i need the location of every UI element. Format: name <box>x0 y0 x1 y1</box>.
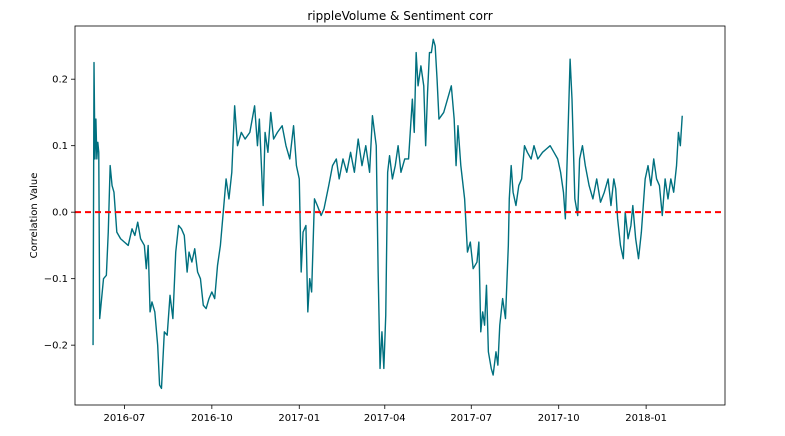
series-line-0 <box>92 38 683 390</box>
x-tick-label: 2016-10 <box>191 413 233 424</box>
y-axis-label: Correlation Value <box>29 173 40 259</box>
y-tick-label: 0.0 <box>52 208 68 219</box>
chart-title: rippleVolume & Sentiment corr <box>307 9 492 23</box>
plot-area: 2016-07 2016-10 2017-01 2017-04 2017-07 2017-… <box>44 25 726 424</box>
x-tick-label: 2017-07 <box>450 413 492 424</box>
x-tick-label: 2017-10 <box>538 413 580 424</box>
y-tick-label: 0.2 <box>52 75 68 86</box>
x-tick-label: 2017-04 <box>364 413 406 424</box>
y-tick-label: 0.1 <box>52 141 68 152</box>
x-tick-label: 2017-01 <box>278 413 320 424</box>
x-tick-label: 2018-01 <box>625 413 667 424</box>
y-tick-label: −0.2 <box>44 341 68 352</box>
x-tick-label: 2016-07 <box>104 413 146 424</box>
axes-frame <box>74 25 726 406</box>
y-tick-label: −0.1 <box>44 274 68 285</box>
